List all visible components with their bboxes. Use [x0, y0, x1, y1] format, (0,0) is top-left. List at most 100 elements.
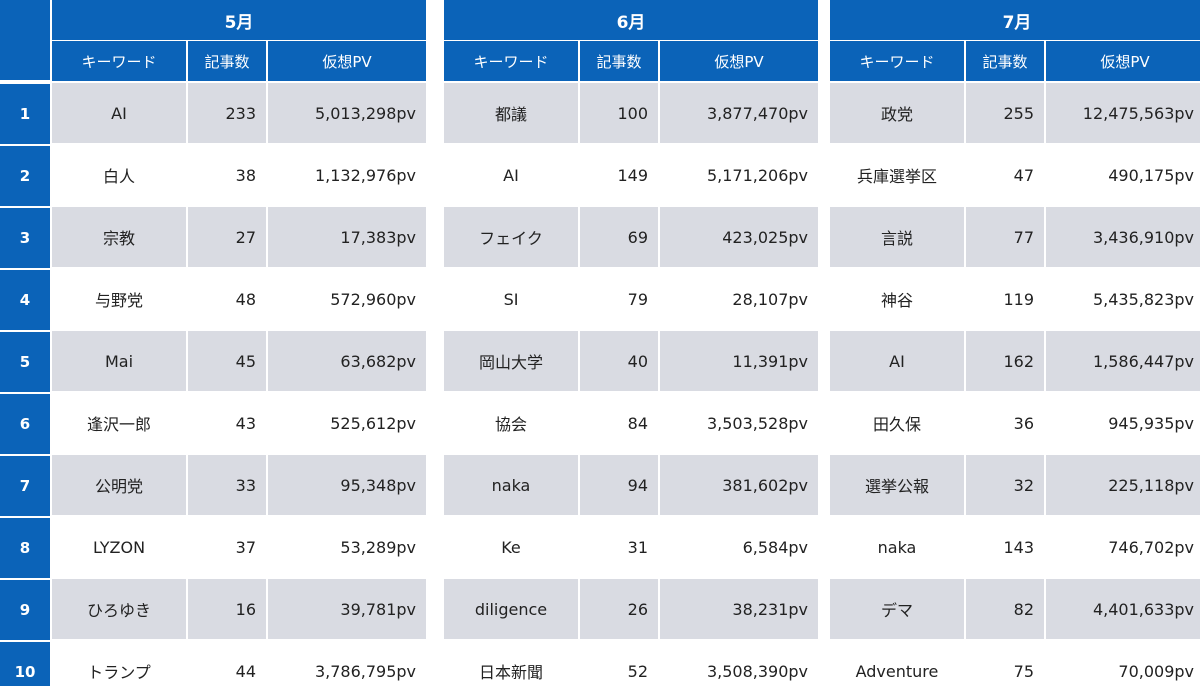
table-row: 神谷 119 5,435,823pv	[830, 269, 1200, 329]
article-count-cell: 36	[1013, 413, 1034, 433]
keyword-column-header: キーワード	[52, 41, 186, 81]
table-row: naka 94 381,602pv	[444, 455, 818, 515]
keyword-column-header: キーワード	[830, 41, 964, 81]
article-count-cell: 37	[235, 537, 256, 557]
table-row: Mai 45 63,682pv	[52, 331, 426, 391]
article-count-cell: 16	[188, 579, 266, 639]
table-row: 兵庫選挙区 47 490,175pv	[830, 145, 1200, 205]
article-count-cell: 48	[235, 289, 256, 309]
keyword-cell: トランプ	[87, 663, 151, 682]
virtual-pv-cell: 3,503,528pv	[706, 413, 808, 433]
rank-header-blank	[0, 0, 50, 80]
article-count-cell: 38	[235, 165, 256, 185]
virtual-pv-cell: 12,475,563pv	[1046, 83, 1200, 143]
table-row: naka 143 746,702pv	[830, 517, 1200, 577]
table-row: AI 233 5,013,298pv	[52, 83, 426, 143]
rank-column: 1 2 3 4 5 6 7 8 9 10	[0, 0, 50, 686]
keyword-cell: naka	[877, 537, 917, 557]
month-table-june: 6月 キーワード 記事数 仮想PV 都議 100 3,877,470pv AI 149 5,171…	[444, 0, 818, 686]
table-row: AI 149 5,171,206pv	[444, 145, 818, 205]
table-row: 日本新聞 52 3,508,390pv	[444, 641, 818, 686]
column-header-row: キーワード 記事数 仮想PV	[444, 41, 818, 81]
table-row: 宗教 27 17,383pv	[52, 207, 426, 267]
column-header-row: キーワード 記事数 仮想PV	[52, 41, 426, 81]
keyword-cell: 宗教	[52, 207, 186, 267]
table-row: 田久保 36 945,935pv	[830, 393, 1200, 453]
table-row: SI 79 28,107pv	[444, 269, 818, 329]
table-row: 与野党 48 572,960pv	[52, 269, 426, 329]
keyword-cell: 逢沢一郎	[86, 415, 151, 434]
virtual-pv-cell: 423,025pv	[660, 207, 818, 267]
article-count-cell: 143	[1003, 537, 1034, 557]
virtual-pv-cell: 525,612pv	[330, 413, 416, 433]
keyword-cell: Ke	[501, 537, 521, 557]
pv-column-header: 仮想PV	[1046, 41, 1200, 81]
table-row: 政党 255 12,475,563pv	[830, 83, 1200, 143]
keyword-cell: SI	[503, 289, 519, 309]
article-count-cell: 26	[580, 579, 658, 639]
article-count-cell: 43	[235, 413, 256, 433]
keyword-cell: 兵庫選挙区	[856, 167, 937, 186]
article-count-cell: 69	[580, 207, 658, 267]
virtual-pv-cell: 5,171,206pv	[706, 165, 808, 185]
article-count-cell: 47	[1013, 165, 1034, 185]
article-count-cell: 233	[188, 83, 266, 143]
article-count-cell: 162	[966, 331, 1044, 391]
article-count-cell: 75	[1013, 661, 1034, 681]
keyword-cell: 都議	[444, 83, 578, 143]
keyword-cell: diligence	[444, 579, 578, 639]
virtual-pv-cell: 3,786,795pv	[314, 661, 416, 681]
month-table-may: 5月 キーワード 記事数 仮想PV AI 233 5,013,298pv 白人 38 1,132,…	[52, 0, 426, 686]
keyword-cell: LYZON	[92, 537, 146, 557]
article-count-cell: 82	[966, 579, 1044, 639]
table-row: Ke 31 6,584pv	[444, 517, 818, 577]
virtual-pv-cell: 11,391pv	[660, 331, 818, 391]
keyword-cell: AI	[830, 331, 964, 391]
virtual-pv-cell: 70,009pv	[1118, 661, 1194, 681]
keyword-cell: 言説	[830, 207, 964, 267]
article-count-cell: 119	[1003, 289, 1034, 309]
virtual-pv-cell: 1,586,447pv	[1046, 331, 1200, 391]
virtual-pv-cell: 5,013,298pv	[268, 83, 426, 143]
month-table-july: 7月 キーワード 記事数 仮想PV 政党 255 12,475,563pv 兵庫選挙区 47 49…	[830, 0, 1200, 686]
virtual-pv-cell: 381,602pv	[660, 455, 818, 515]
table-row: 白人 38 1,132,976pv	[52, 145, 426, 205]
table-row: 協会 84 3,503,528pv	[444, 393, 818, 453]
keyword-cell: 政党	[830, 83, 964, 143]
keyword-cell: フェイク	[444, 207, 578, 267]
virtual-pv-cell: 28,107pv	[732, 289, 808, 309]
virtual-pv-cell: 1,132,976pv	[314, 165, 416, 185]
virtual-pv-cell: 572,960pv	[330, 289, 416, 309]
month-title: 7月	[830, 0, 1200, 40]
keyword-cell: 協会	[494, 415, 527, 434]
table-row: 選挙公報 32 225,118pv	[830, 455, 1200, 515]
article-count-cell: 149	[617, 165, 648, 185]
keyword-cell: 岡山大学	[444, 331, 578, 391]
rank-cell: 1	[0, 84, 50, 144]
article-count-cell: 84	[627, 413, 648, 433]
virtual-pv-cell: 38,231pv	[660, 579, 818, 639]
keyword-cell: 神谷	[880, 291, 913, 310]
rank-cell: 8	[0, 518, 50, 578]
keyword-cell: 与野党	[94, 291, 143, 310]
virtual-pv-cell: 17,383pv	[268, 207, 426, 267]
virtual-pv-cell: 3,436,910pv	[1046, 207, 1200, 267]
rank-cell: 7	[0, 456, 50, 516]
rank-cell: 10	[0, 642, 50, 686]
article-count-cell: 45	[188, 331, 266, 391]
column-header-row: キーワード 記事数 仮想PV	[830, 41, 1200, 81]
article-count-cell: 40	[580, 331, 658, 391]
count-column-header: 記事数	[188, 41, 266, 81]
article-count-cell: 44	[235, 661, 256, 681]
table-row: LYZON 37 53,289pv	[52, 517, 426, 577]
table-row: AI 162 1,586,447pv	[830, 331, 1200, 391]
month-title: 6月	[444, 0, 818, 40]
article-count-cell: 33	[188, 455, 266, 515]
virtual-pv-cell: 490,175pv	[1108, 165, 1194, 185]
rank-cell: 4	[0, 270, 50, 330]
keyword-cell: 白人	[102, 167, 135, 186]
virtual-pv-cell: 3,877,470pv	[660, 83, 818, 143]
virtual-pv-cell: 39,781pv	[268, 579, 426, 639]
virtual-pv-cell: 945,935pv	[1108, 413, 1194, 433]
virtual-pv-cell: 3,508,390pv	[706, 661, 808, 681]
